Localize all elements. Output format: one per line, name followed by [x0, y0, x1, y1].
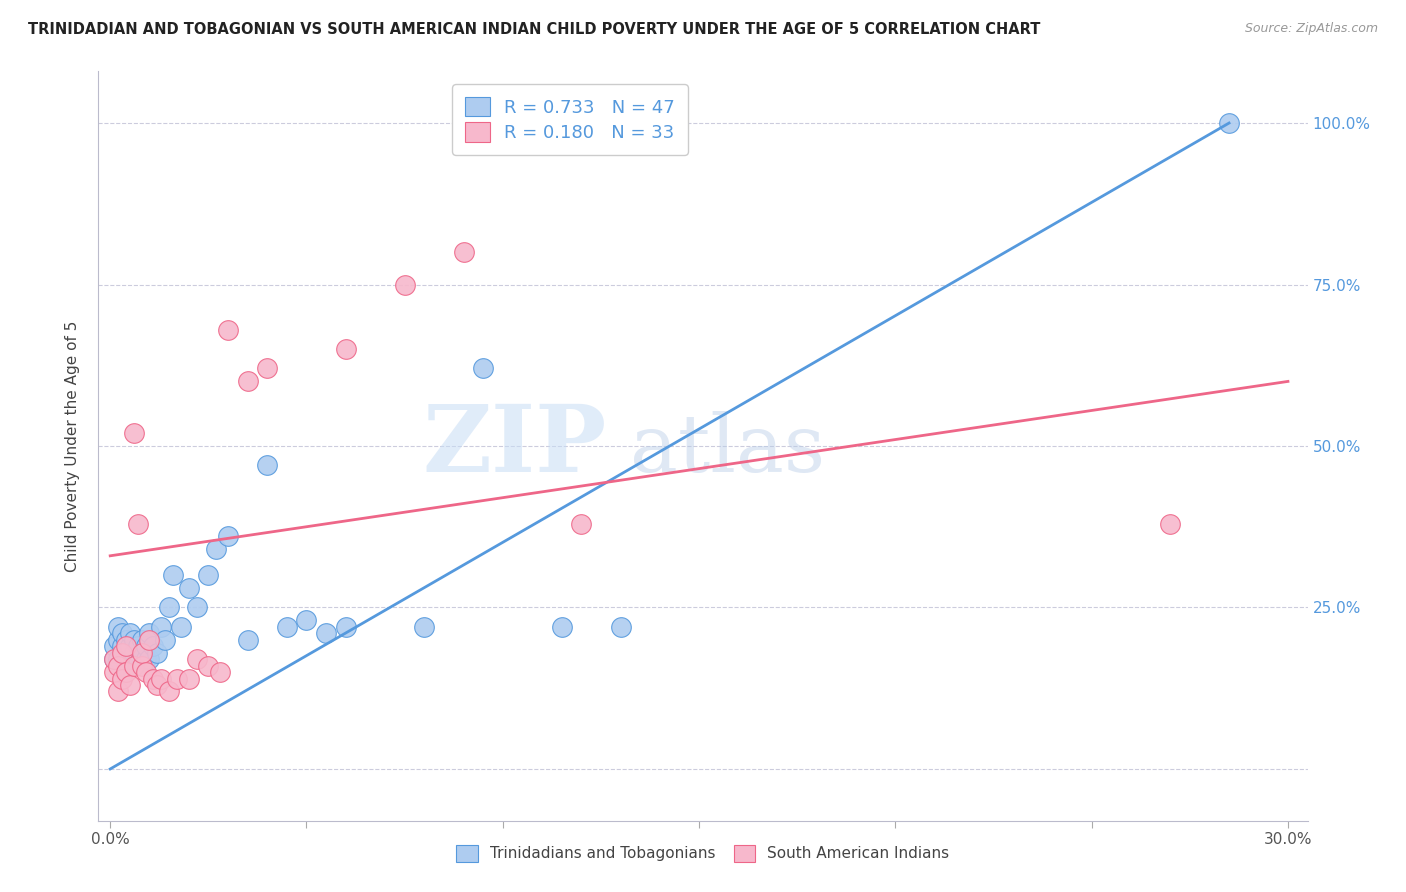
- Point: [157, 600, 180, 615]
- Point: [107, 658, 129, 673]
- Point: [569, 516, 592, 531]
- Point: [111, 639, 134, 653]
- Point: [122, 426, 145, 441]
- Point: [115, 658, 138, 673]
- Point: [276, 620, 298, 634]
- Point: [157, 684, 180, 698]
- Point: [197, 658, 219, 673]
- Point: [209, 665, 232, 679]
- Point: [103, 652, 125, 666]
- Point: [138, 632, 160, 647]
- Point: [1159, 516, 1181, 531]
- Point: [131, 646, 153, 660]
- Point: [186, 600, 208, 615]
- Point: [142, 672, 165, 686]
- Point: [236, 632, 259, 647]
- Point: [115, 632, 138, 647]
- Point: [335, 620, 357, 634]
- Point: [118, 652, 141, 666]
- Point: [135, 665, 157, 679]
- Point: [295, 614, 318, 628]
- Y-axis label: Child Poverty Under the Age of 5: Child Poverty Under the Age of 5: [65, 320, 80, 572]
- Point: [394, 277, 416, 292]
- Point: [118, 626, 141, 640]
- Point: [217, 323, 239, 337]
- Point: [177, 581, 200, 595]
- Point: [107, 652, 129, 666]
- Text: Source: ZipAtlas.com: Source: ZipAtlas.com: [1244, 22, 1378, 36]
- Point: [103, 639, 125, 653]
- Point: [142, 639, 165, 653]
- Point: [315, 626, 337, 640]
- Point: [103, 652, 125, 666]
- Point: [107, 632, 129, 647]
- Point: [197, 568, 219, 582]
- Point: [162, 568, 184, 582]
- Point: [166, 672, 188, 686]
- Point: [127, 516, 149, 531]
- Point: [609, 620, 631, 634]
- Point: [146, 646, 169, 660]
- Point: [413, 620, 436, 634]
- Point: [131, 646, 153, 660]
- Point: [150, 672, 173, 686]
- Point: [111, 646, 134, 660]
- Point: [115, 646, 138, 660]
- Point: [170, 620, 193, 634]
- Point: [118, 639, 141, 653]
- Text: TRINIDADIAN AND TOBAGONIAN VS SOUTH AMERICAN INDIAN CHILD POVERTY UNDER THE AGE : TRINIDADIAN AND TOBAGONIAN VS SOUTH AMER…: [28, 22, 1040, 37]
- Point: [205, 542, 228, 557]
- Point: [186, 652, 208, 666]
- Point: [217, 529, 239, 543]
- Point: [107, 620, 129, 634]
- Point: [122, 632, 145, 647]
- Point: [146, 678, 169, 692]
- Point: [472, 361, 495, 376]
- Point: [127, 639, 149, 653]
- Point: [131, 658, 153, 673]
- Point: [135, 652, 157, 666]
- Point: [135, 639, 157, 653]
- Point: [335, 342, 357, 356]
- Point: [236, 375, 259, 389]
- Point: [127, 652, 149, 666]
- Point: [131, 632, 153, 647]
- Point: [115, 665, 138, 679]
- Point: [1218, 116, 1240, 130]
- Point: [453, 245, 475, 260]
- Point: [122, 646, 145, 660]
- Point: [103, 665, 125, 679]
- Text: atlas: atlas: [630, 410, 825, 489]
- Point: [111, 646, 134, 660]
- Point: [115, 639, 138, 653]
- Point: [177, 672, 200, 686]
- Point: [153, 632, 176, 647]
- Legend: Trinidadians and Tobagonians, South American Indians: Trinidadians and Tobagonians, South Amer…: [449, 838, 957, 869]
- Point: [256, 458, 278, 473]
- Point: [111, 626, 134, 640]
- Point: [550, 620, 572, 634]
- Point: [256, 361, 278, 376]
- Point: [111, 672, 134, 686]
- Text: ZIP: ZIP: [422, 401, 606, 491]
- Point: [118, 678, 141, 692]
- Point: [107, 684, 129, 698]
- Point: [150, 620, 173, 634]
- Point: [138, 652, 160, 666]
- Point: [122, 658, 145, 673]
- Point: [138, 626, 160, 640]
